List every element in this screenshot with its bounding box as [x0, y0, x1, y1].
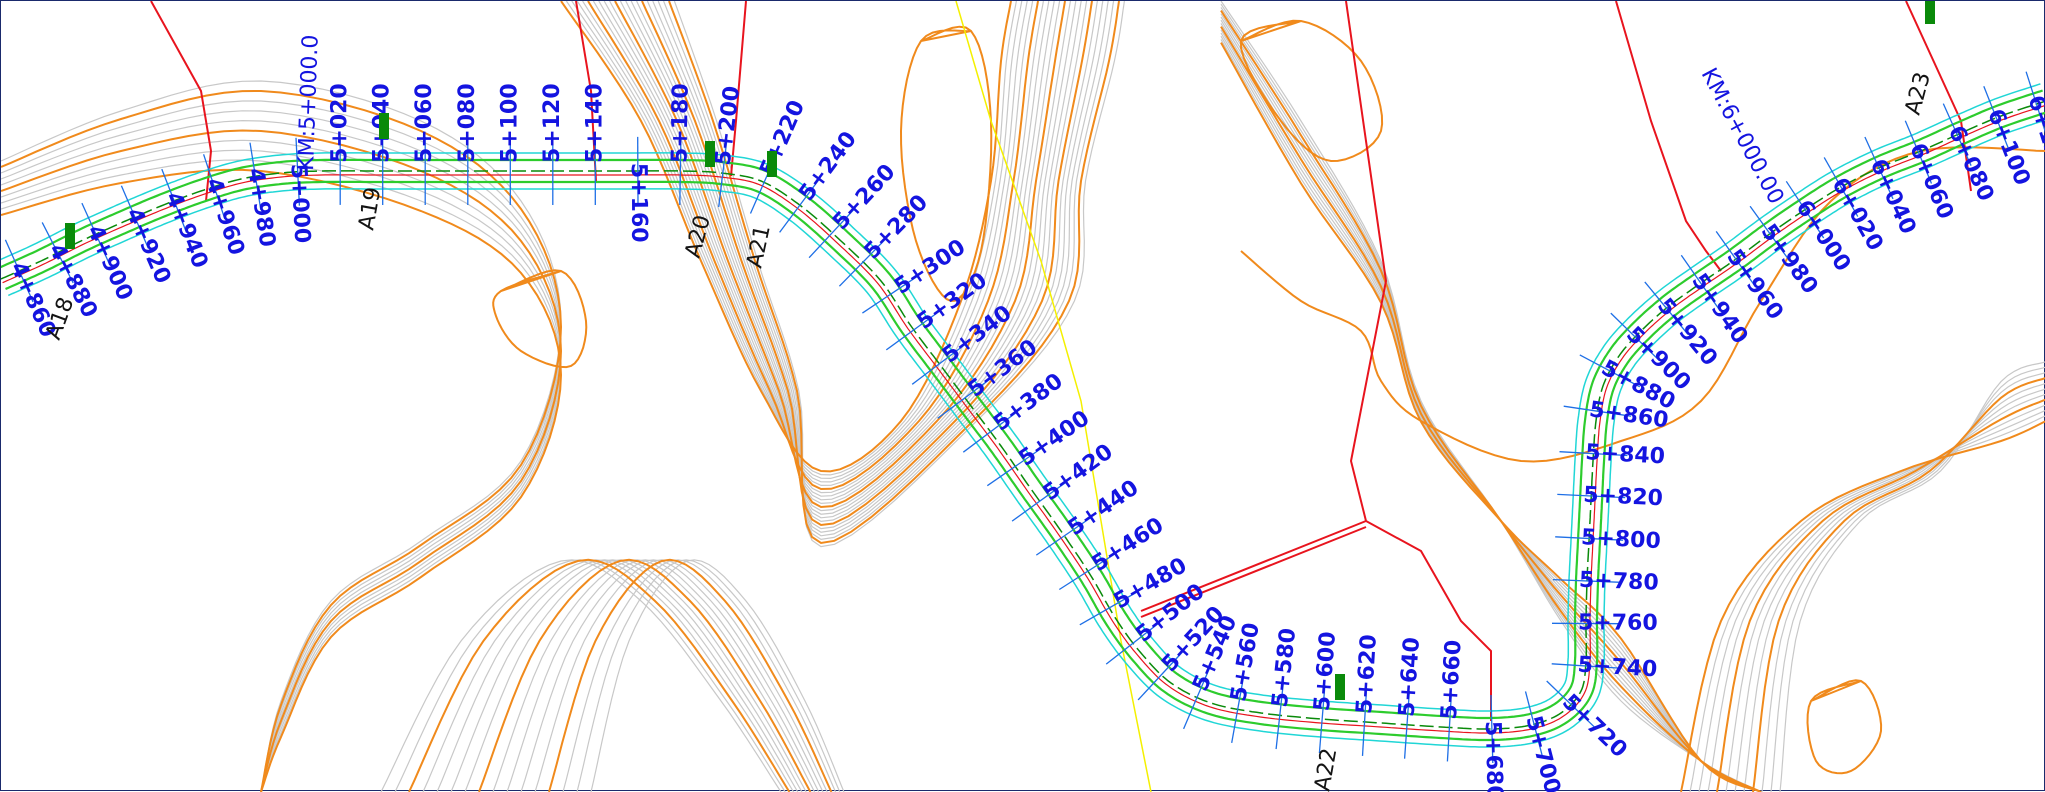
minor-contour	[1726, 394, 2045, 792]
minor-contour	[1780, 362, 2045, 792]
major-contour	[1808, 680, 1882, 773]
minor-contour	[1771, 367, 2045, 792]
station-label: 5+080	[455, 83, 480, 163]
km-label: KM:6+000.00	[1696, 64, 1789, 208]
minor-contour	[451, 560, 802, 792]
station-label: 5+000	[285, 163, 314, 244]
station-label: 5+800	[1580, 525, 1661, 554]
station-label: 5+180	[668, 83, 694, 163]
station-label: 5+060	[412, 83, 437, 163]
boundary-line	[1616, 1, 1721, 271]
major-contour	[1, 170, 561, 792]
major-contour	[1, 91, 561, 792]
benchmark-label: A19	[354, 185, 386, 232]
benchmark-marker	[1335, 674, 1345, 700]
minor-contour	[1735, 389, 2045, 792]
benchmark-marker	[767, 151, 777, 177]
station-label: 5+760	[1578, 610, 1658, 635]
benchmark-marker	[1925, 1, 1935, 24]
minor-contour	[535, 560, 827, 792]
benchmark-label: A21	[742, 223, 775, 270]
station-label: 5+640	[1395, 636, 1425, 717]
minor-contour	[1, 111, 561, 792]
station-label: 5+220	[755, 97, 810, 180]
major-contour	[479, 560, 810, 792]
station-label: 5+780	[1579, 568, 1660, 596]
station-label: 4+960	[200, 175, 249, 258]
benchmark-marker	[705, 141, 715, 167]
minor-contour	[493, 560, 815, 792]
station-label: 5+740	[1577, 653, 1658, 683]
minor-contour	[1, 101, 561, 792]
station-label: 5+020	[327, 83, 352, 163]
station-label: 5+840	[1585, 440, 1666, 469]
minor-contour	[465, 560, 806, 792]
station-label: 5+700	[1520, 713, 1564, 792]
station-label: 5+580	[1268, 627, 1301, 709]
station-label: 5+100	[497, 83, 522, 163]
minor-contour	[1744, 383, 2045, 792]
station-label: 5+160	[626, 163, 651, 243]
station-label: 5+820	[1583, 483, 1664, 512]
station-label: 5+680	[1480, 721, 1507, 792]
benchmark-label: A23	[1901, 70, 1936, 118]
station-label: 5+620	[1352, 634, 1382, 715]
benchmark-label: A22	[1310, 746, 1342, 792]
boundary-line	[1346, 1, 1491, 721]
station-label: 5+200	[711, 85, 745, 167]
station-label: 5+140	[582, 83, 607, 163]
station-label: 5+120	[540, 83, 565, 163]
minor-contour	[1, 81, 561, 792]
benchmark-marker	[379, 113, 389, 139]
station-label: 5+660	[1437, 639, 1467, 720]
km-label: KM:5+000.0	[294, 34, 324, 171]
station-label: 4+980	[242, 166, 279, 249]
benchmark-marker	[65, 223, 75, 249]
minor-contour	[1, 121, 561, 792]
